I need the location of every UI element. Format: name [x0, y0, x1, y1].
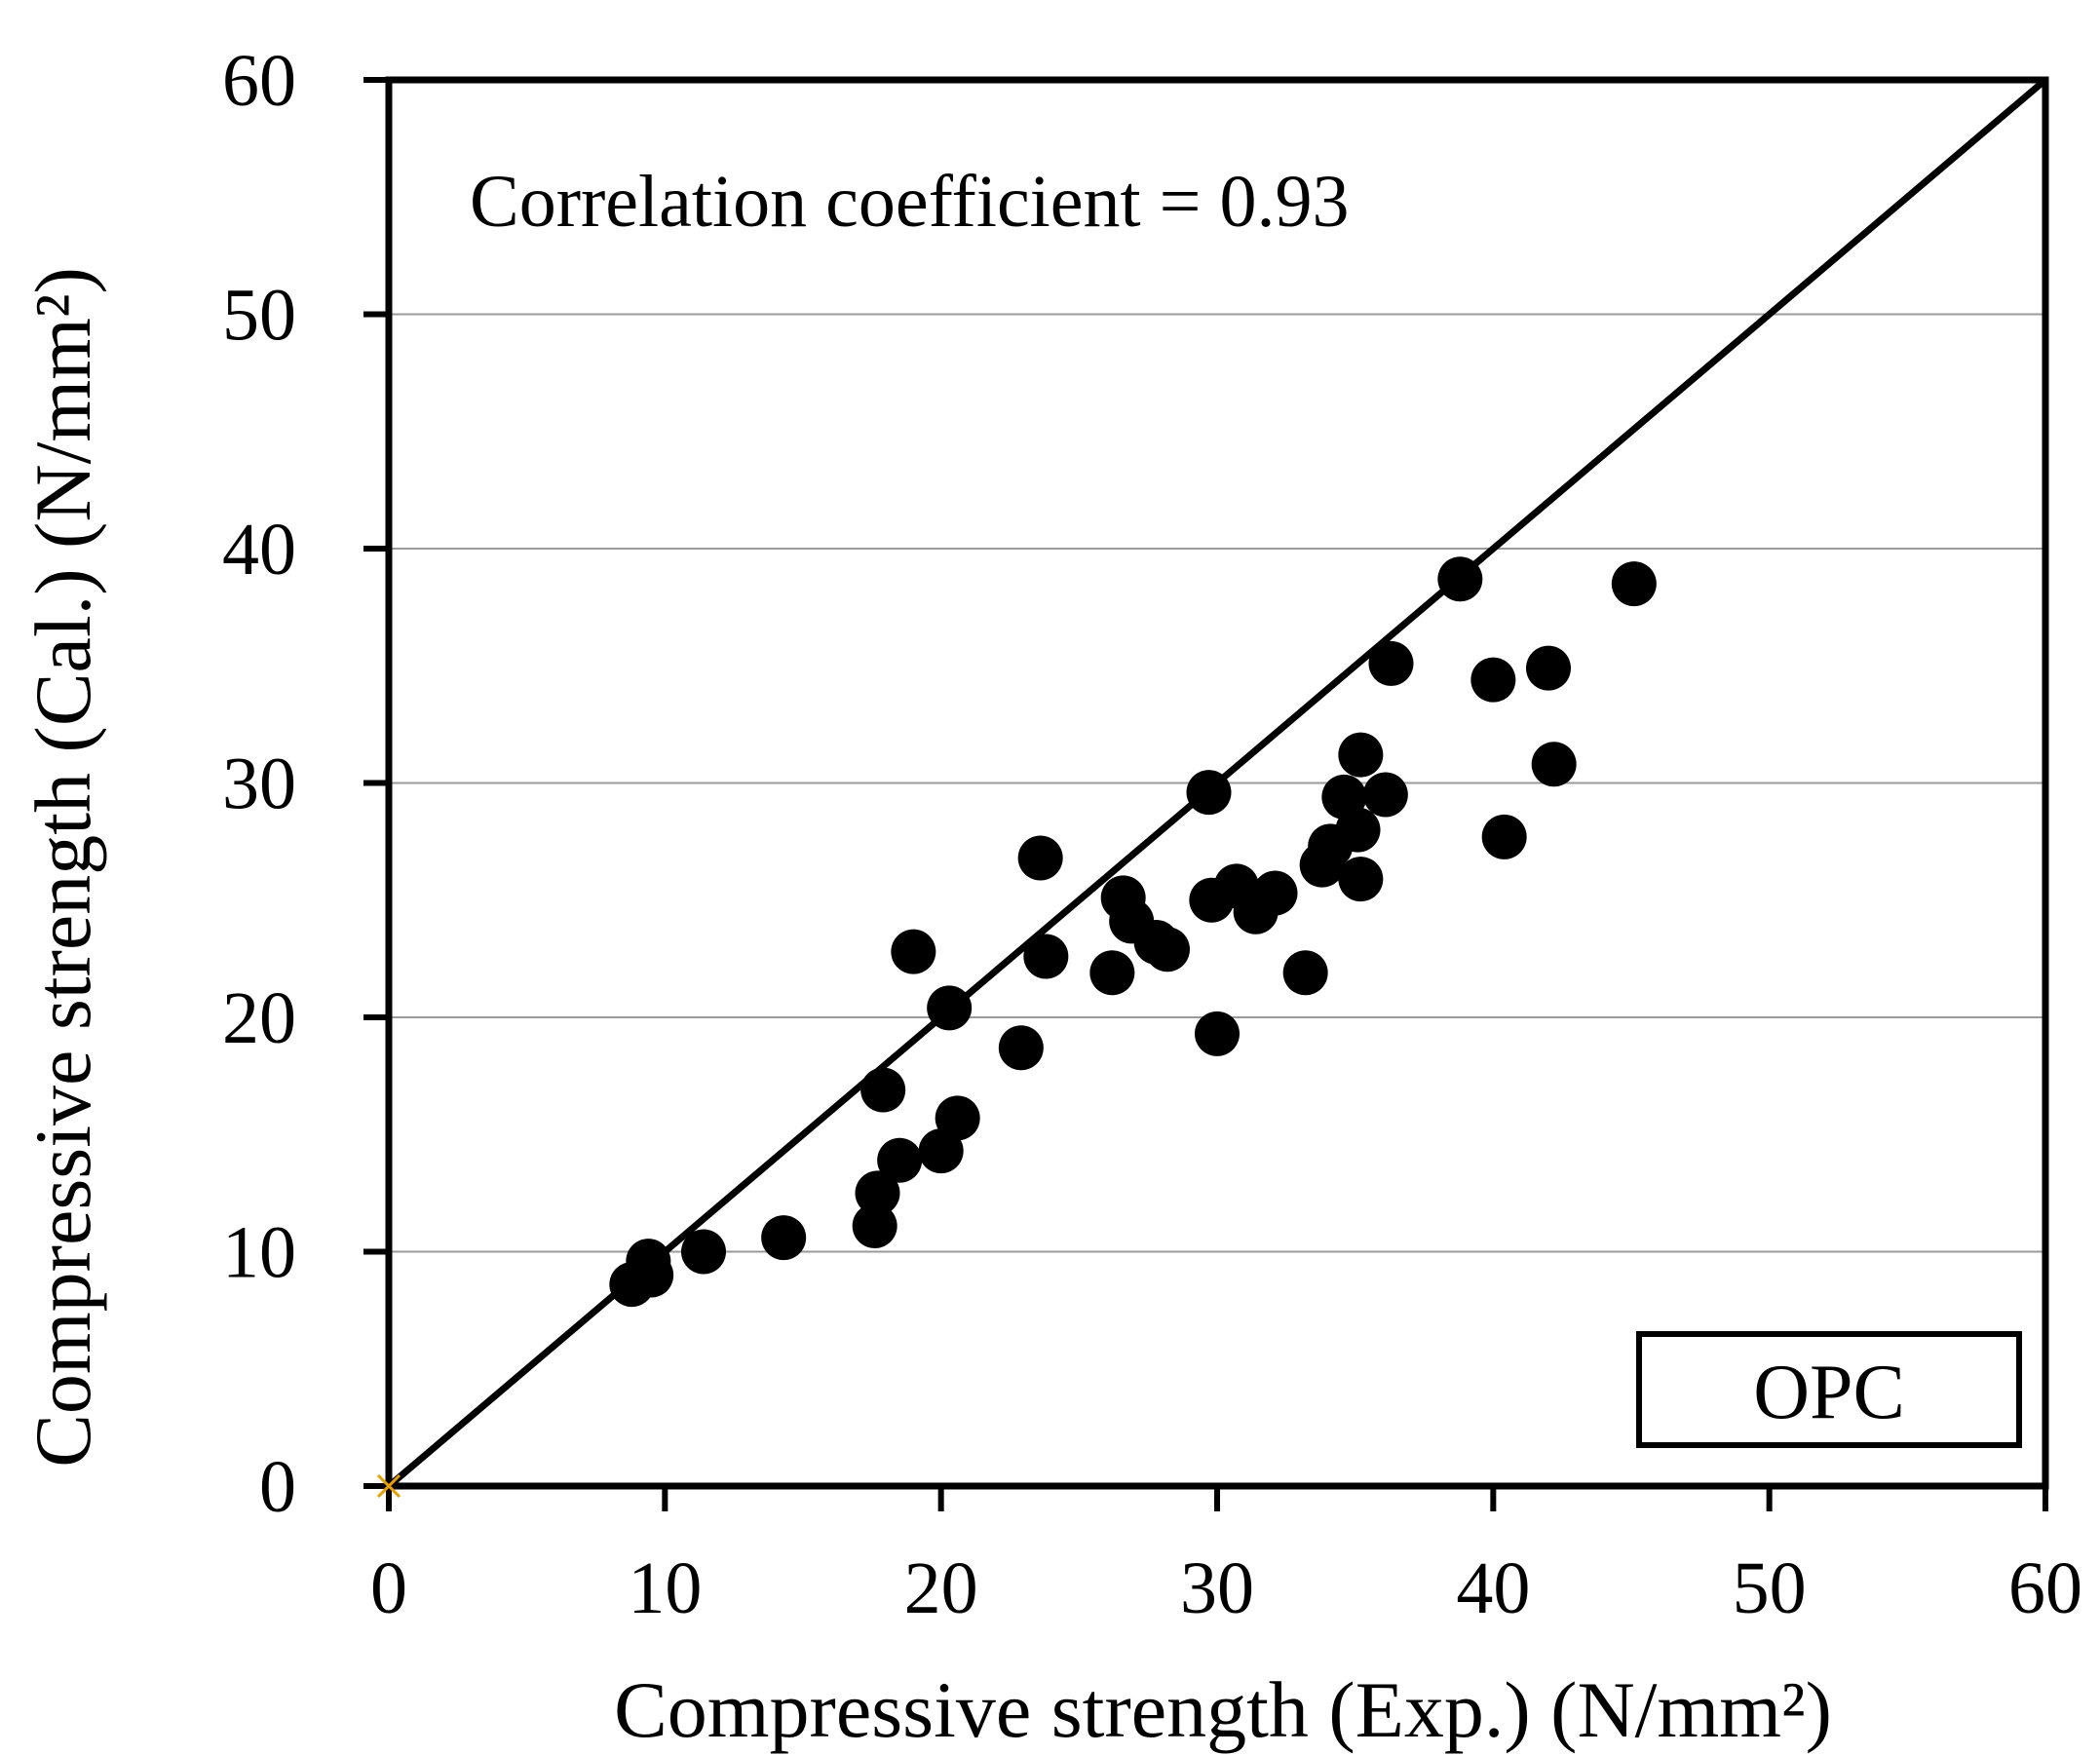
data-point [1195, 1011, 1240, 1056]
x-tick-label: 50 [1733, 1547, 1807, 1629]
data-point [891, 929, 936, 974]
y-axis-ticks: 0 10 20 30 40 50 60 [222, 40, 389, 1528]
data-point [1145, 927, 1190, 973]
data-point [1526, 645, 1571, 691]
x-tick-label: 60 [2008, 1547, 2082, 1629]
legend-label: OPC [1753, 1350, 1905, 1435]
legend: OPC [1636, 1331, 2022, 1448]
legend-box [1636, 1331, 2022, 1448]
data-point [1368, 640, 1414, 686]
data-point [1338, 732, 1384, 778]
origin-x-marker [376, 1473, 401, 1499]
data-point [1338, 857, 1384, 902]
data-point [1186, 770, 1232, 816]
x-tick-label: 30 [1180, 1547, 1254, 1629]
y-tick-label: 40 [222, 509, 296, 591]
data-point [1611, 561, 1657, 607]
data-point [1437, 556, 1483, 602]
y-tick-label: 20 [222, 977, 296, 1059]
y-tick-label: 60 [222, 40, 296, 122]
data-point [927, 985, 973, 1031]
data-point [761, 1215, 807, 1261]
data-point [1470, 657, 1516, 703]
y-tick-label: 50 [222, 275, 296, 357]
x-tick-label: 40 [1456, 1547, 1530, 1629]
data-point [1252, 870, 1298, 916]
y-tick-label: 0 [259, 1446, 296, 1528]
data-point [1362, 772, 1408, 818]
x-axis-ticks: 0 10 20 30 40 50 60 [370, 1486, 2082, 1629]
data-point [1481, 814, 1527, 859]
data-point [855, 1170, 900, 1216]
x-axis-title: Compressive strength (Exp.) (N/mm²) [614, 1665, 1832, 1754]
data-point [1282, 950, 1328, 996]
x-tick-label: 10 [628, 1547, 702, 1629]
data-point [1089, 950, 1135, 996]
data-point [1023, 934, 1069, 979]
data-point [998, 1025, 1044, 1071]
data-point [935, 1095, 980, 1141]
data-point [1017, 835, 1063, 881]
data-point [852, 1203, 897, 1249]
y-axis-title: Compressive strength (Cal.) (N/mm²) [19, 267, 107, 1468]
origin-marker [376, 1473, 401, 1499]
x-tick-label: 0 [370, 1547, 407, 1629]
data-point [877, 1137, 923, 1183]
data-points [609, 556, 1657, 1308]
correlation-annotation: Correlation coefficient = 0.93 [470, 161, 1350, 243]
y-tick-label: 10 [222, 1212, 296, 1294]
data-point [860, 1067, 906, 1113]
data-point [681, 1229, 726, 1275]
data-point [1335, 807, 1381, 853]
data-point [626, 1239, 671, 1284]
y-tick-label: 30 [222, 744, 296, 825]
x-tick-label: 20 [904, 1547, 978, 1629]
data-point [1531, 742, 1577, 787]
